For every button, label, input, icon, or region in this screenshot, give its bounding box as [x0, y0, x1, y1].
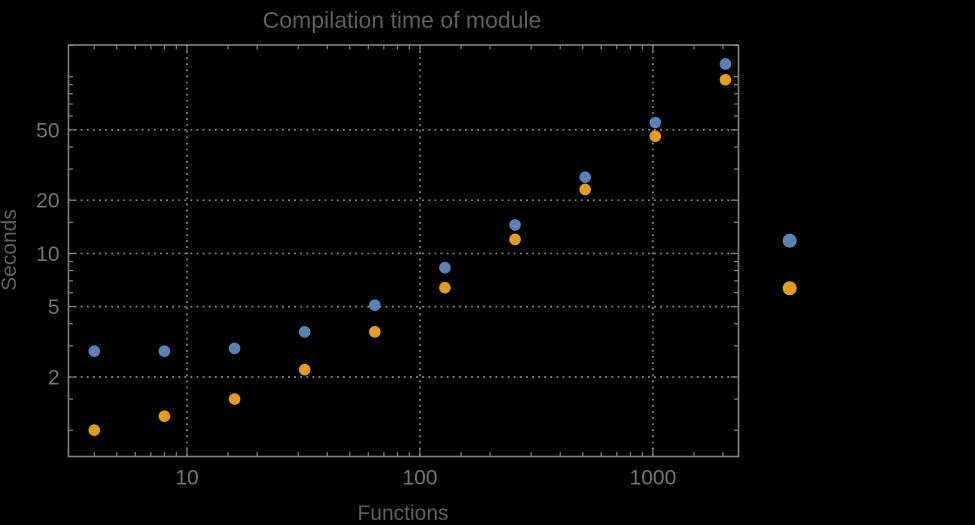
y-tick-label: 20 — [36, 190, 59, 213]
series-1-point — [158, 345, 171, 357]
series-1-point — [298, 326, 311, 338]
y-tick-label: 2 — [48, 366, 60, 389]
series-2-point — [719, 73, 732, 86]
series-2-point — [369, 326, 381, 338]
series-2-point — [228, 393, 241, 405]
legend-marker-1 — [782, 233, 797, 248]
legend-marker-2 — [782, 281, 797, 296]
series-1-point — [369, 299, 381, 311]
series-2-point — [649, 130, 662, 143]
series-2-point — [298, 363, 311, 376]
plot-frame — [67, 44, 740, 458]
y-axis-label: Seconds — [0, 209, 21, 291]
series-2-point — [88, 424, 101, 437]
x-tick-label: 1000 — [630, 467, 677, 490]
series-1-point — [509, 219, 521, 231]
y-tick-label: 50 — [36, 119, 59, 142]
series-1-point — [579, 171, 591, 183]
series-1-point — [228, 342, 241, 355]
series-1-point — [88, 345, 101, 357]
series-2-point — [158, 410, 171, 423]
series-1-point — [649, 116, 662, 129]
x-tick-label: 100 — [402, 467, 437, 490]
series-2-point — [509, 233, 521, 246]
chart-title: Compilation time of module — [263, 7, 542, 33]
y-tick-label: 5 — [48, 296, 60, 319]
y-tick-label: 10 — [36, 243, 59, 266]
series-1-point — [719, 58, 732, 70]
series-2-point — [439, 281, 451, 294]
x-tick-label: 10 — [175, 467, 198, 490]
series-1-point — [439, 261, 451, 274]
series-2-point — [579, 183, 591, 196]
x-axis-label: Functions — [357, 502, 448, 525]
